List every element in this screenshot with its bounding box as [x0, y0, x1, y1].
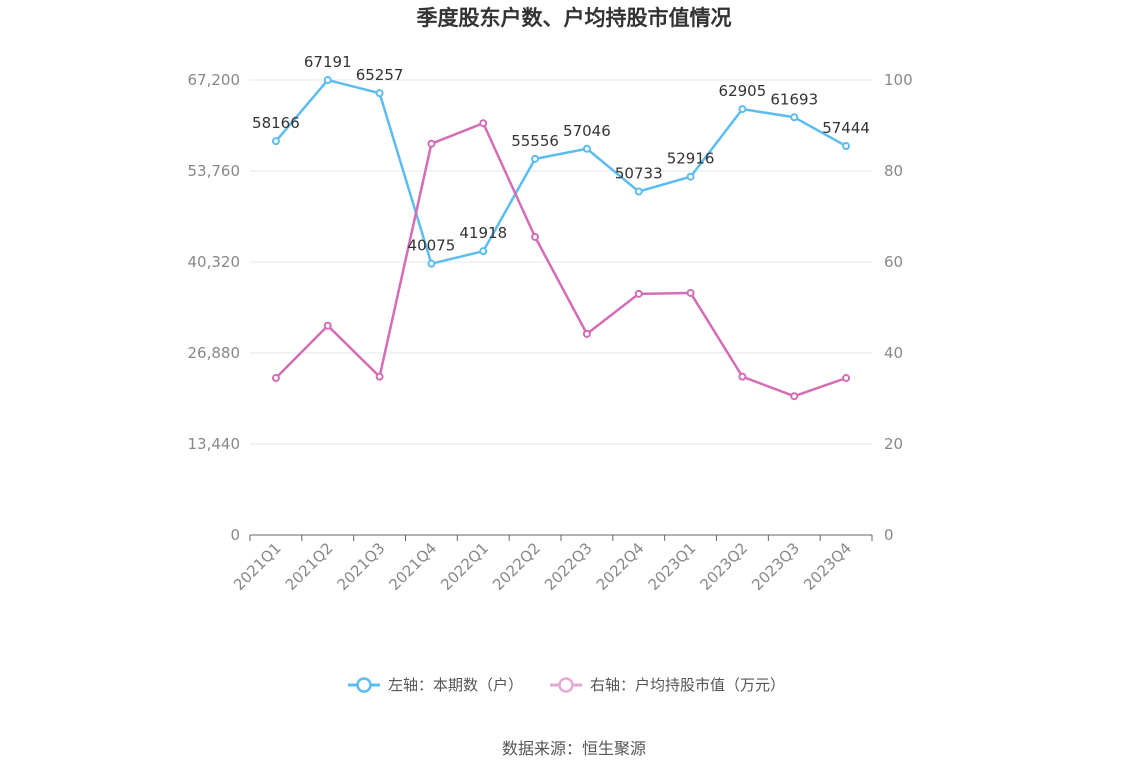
data-point-left	[738, 105, 747, 114]
data-point-left	[790, 113, 799, 122]
data-point-right	[531, 232, 540, 241]
data-point-right	[582, 329, 591, 338]
x-tick-label: 2021Q3	[334, 539, 389, 594]
x-tick-label: 2022Q2	[489, 539, 544, 594]
data-point-left	[323, 76, 332, 85]
data-label-left: 65257	[356, 66, 404, 84]
data-point-left	[634, 187, 643, 196]
y-left-tick-label: 13,440	[188, 435, 241, 453]
data-point-right	[323, 321, 332, 330]
legend-marker-left	[356, 677, 372, 693]
data-point-left	[842, 142, 851, 151]
data-point-right	[738, 372, 747, 381]
data-label-left: 61693	[770, 90, 818, 108]
series-line-left	[274, 78, 847, 265]
x-tick-label: 2021Q1	[230, 539, 285, 594]
source-text: 数据来源：恒生聚源	[502, 739, 646, 758]
data-point-left	[479, 247, 488, 256]
legend-item-right[interactable]: 右轴：户均持股市值（万元）	[550, 676, 785, 694]
y-left-tick-label: 53,760	[188, 162, 241, 180]
x-tick-label: 2023Q1	[645, 539, 700, 594]
data-label-left: 67191	[304, 53, 352, 71]
x-tick-label: 2022Q1	[437, 539, 492, 594]
data-point-left	[427, 259, 436, 268]
x-tick-label: 2023Q2	[696, 539, 751, 594]
y-right-tick-label: 100	[884, 71, 913, 89]
data-label-left: 50733	[615, 164, 663, 182]
data-point-left	[375, 89, 384, 98]
legend[interactable]: 左轴：本期数（户） 右轴：户均持股市值（万元）	[348, 676, 785, 694]
series-line-right	[275, 121, 847, 398]
data-point-right	[271, 374, 280, 383]
x-tick-label: 2023Q3	[748, 539, 803, 594]
x-tick-label: 2023Q4	[800, 539, 855, 594]
x-tick-label: 2021Q4	[385, 539, 440, 594]
data-label-left: 40075	[408, 237, 456, 255]
x-tick-label: 2021Q2	[282, 539, 337, 594]
data-point-left	[271, 137, 280, 146]
y-right-tick-label: 80	[884, 162, 903, 180]
y-left-tick-label: 26,880	[188, 344, 241, 362]
legend-marker-right	[558, 677, 574, 693]
data-label-left: 57444	[822, 119, 870, 137]
data-point-right	[790, 392, 799, 401]
data-point-right	[686, 288, 695, 297]
data-label-left: 62905	[719, 82, 767, 100]
data-point-left	[686, 172, 695, 181]
data-point-right	[427, 139, 436, 148]
series-lines	[274, 78, 847, 398]
data-point-right	[375, 372, 384, 381]
y-right-tick-label: 0	[884, 526, 894, 544]
legend-item-left[interactable]: 左轴：本期数（户）	[348, 676, 523, 694]
y-left-tick-label: 40,320	[188, 253, 241, 271]
grid-lines	[250, 79, 872, 445]
data-label-left: 52916	[667, 150, 715, 168]
series-points	[271, 76, 851, 401]
data-label-left: 41918	[459, 224, 507, 242]
y-right-tick-label: 60	[884, 253, 903, 271]
chart-title: 季度股东户数、户均持股市值情况	[417, 6, 732, 30]
data-point-left	[582, 144, 591, 153]
x-tick-label: 2022Q4	[593, 539, 648, 594]
data-point-left	[531, 154, 540, 163]
y-right-tick-label: 20	[884, 435, 903, 453]
legend-label-right: 右轴：户均持股市值（万元）	[590, 676, 785, 694]
data-point-right	[842, 374, 851, 383]
y-left-tick-label: 67,200	[188, 71, 241, 89]
x-tick-label: 2022Q3	[541, 539, 596, 594]
data-label-left: 57046	[563, 122, 611, 140]
legend-label-left: 左轴：本期数（户）	[388, 676, 523, 694]
data-point-right	[634, 289, 643, 298]
data-point-right	[479, 119, 488, 128]
y-left-tick-label: 0	[230, 526, 240, 544]
data-label-left: 55556	[511, 132, 559, 150]
data-label-left: 58166	[252, 114, 300, 132]
y-right-tick-label: 40	[884, 344, 903, 362]
